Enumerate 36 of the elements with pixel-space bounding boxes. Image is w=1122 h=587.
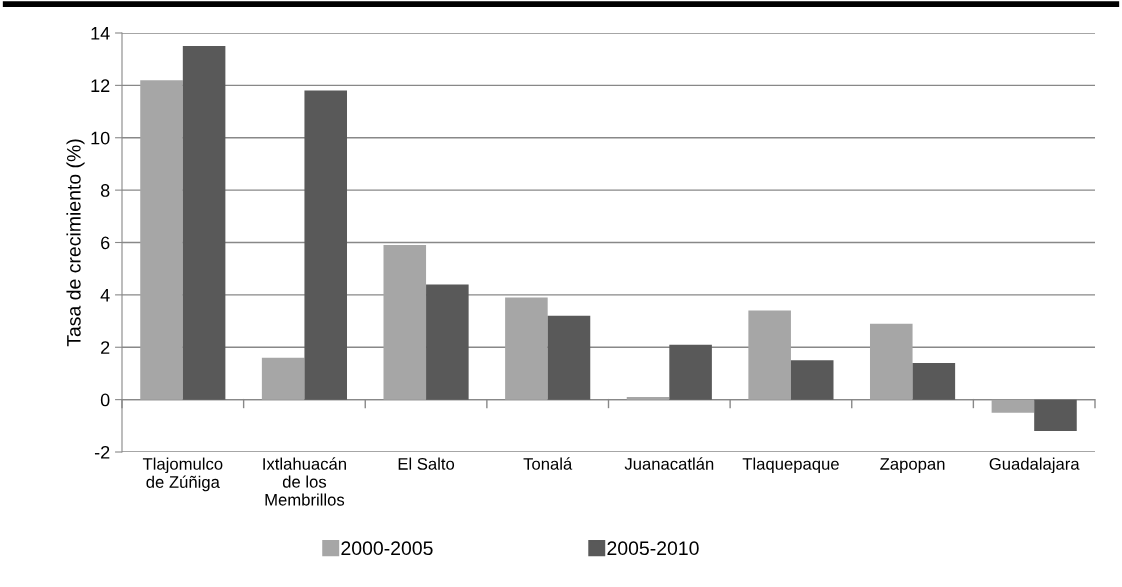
bar [547, 315, 591, 400]
bar [1034, 399, 1077, 432]
y-tick-label: -2 [94, 445, 110, 459]
legend-label: 2005-2010 [607, 541, 699, 556]
bar [626, 397, 670, 400]
x-tick-label: El Salto [398, 457, 455, 470]
y-tick-label: 0 [100, 393, 110, 407]
y-axis-title: Tasa de crecimiento (%) [66, 139, 85, 347]
legend-label: 2000-2005 [341, 541, 433, 556]
y-tick-label: 8 [100, 184, 110, 197]
y-tick-label: 14 [91, 27, 110, 40]
bar [261, 357, 305, 400]
y-tick-label: 12 [91, 79, 110, 92]
bar [304, 90, 348, 400]
x-tick-label: Tlaquepaque [742, 457, 839, 474]
y-tick-label: 10 [91, 131, 110, 145]
bar [790, 360, 834, 400]
bar [182, 46, 226, 400]
x-tick-label: Guadalajara [989, 457, 1080, 474]
y-tick-label: 6 [101, 236, 110, 250]
x-tick-label: Tlajomulco de Zúñiga [142, 457, 223, 492]
y-tick-label: 2 [101, 341, 110, 354]
bar [505, 297, 548, 400]
bar [869, 323, 913, 400]
bar [991, 399, 1035, 413]
bar [140, 80, 183, 400]
x-tick-label: Zapopan [880, 458, 945, 474]
bar [748, 310, 791, 400]
bar [669, 344, 712, 400]
x-tick-label: Tonalá [523, 457, 573, 470]
x-tick-label: Juanacatlán [624, 457, 714, 470]
bar [383, 245, 427, 400]
x-tick-label: Ixtlahuacán de los Membrillos [263, 457, 346, 506]
bar [912, 362, 956, 400]
y-tick-label: 4 [100, 289, 110, 302]
bar [426, 284, 469, 400]
